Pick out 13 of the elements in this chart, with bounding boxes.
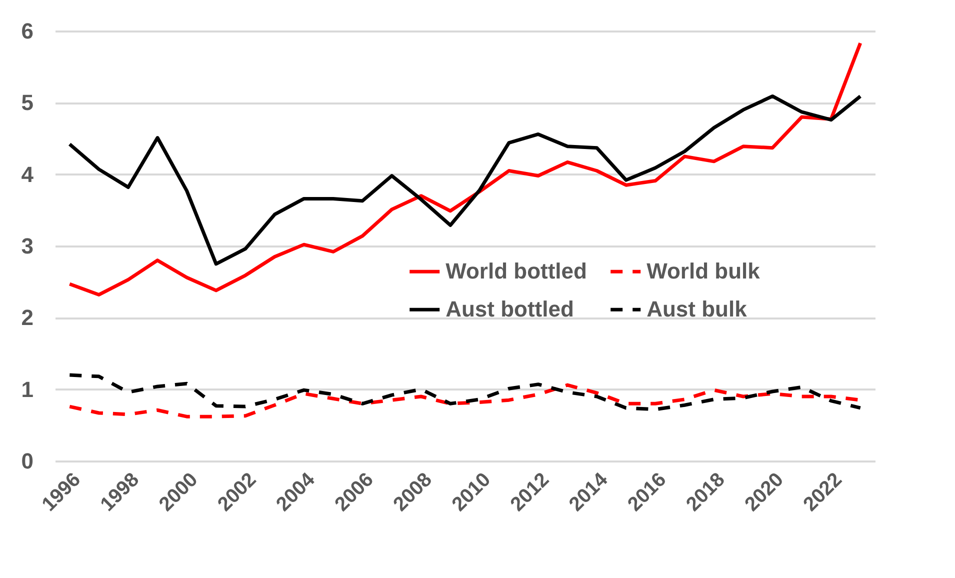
- line-series: [68, 373, 862, 412]
- legend-label: World bottled: [446, 258, 587, 284]
- y-tick-label: 2: [21, 305, 34, 330]
- y-tick-label: 6: [21, 18, 34, 44]
- y-tick-label: 3: [21, 234, 34, 258]
- legend-label: Aust bulk: [646, 296, 748, 322]
- y-tick-label: 1: [21, 376, 34, 402]
- legend-label: World bulk: [646, 258, 761, 284]
- y-tick-label: 0: [21, 448, 34, 474]
- y-tick-label: 5: [21, 90, 34, 116]
- legend-label: Aust bottled: [446, 296, 574, 322]
- y-tick-label: 4: [21, 162, 34, 187]
- line-series: [68, 41, 862, 296]
